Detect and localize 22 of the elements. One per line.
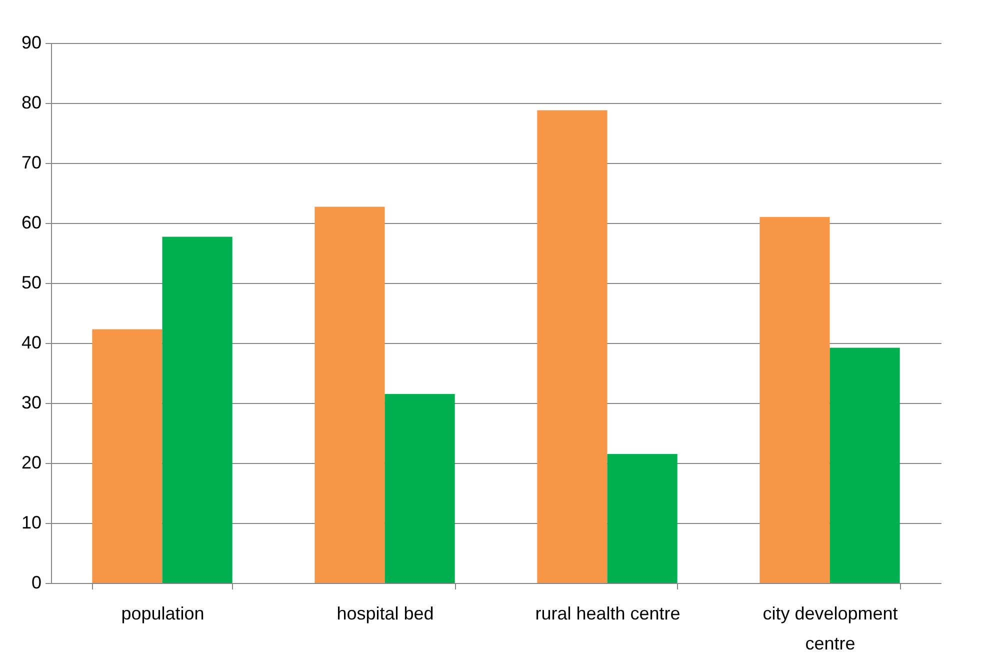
y-tick-label: 60	[21, 212, 42, 232]
x-tick-label: city development centre	[762, 604, 898, 654]
bar	[537, 110, 608, 583]
bar	[830, 348, 900, 583]
y-tick-label: 90	[21, 32, 42, 52]
y-tick-label: 10	[21, 512, 42, 532]
bar	[92, 329, 162, 583]
bar	[607, 454, 678, 583]
x-tick-label: hospital bed	[336, 604, 434, 624]
bar	[314, 206, 385, 583]
x-tick-label: rural health centre	[535, 604, 680, 624]
x-tick-label: population	[121, 604, 204, 624]
bar	[162, 236, 232, 583]
y-tick-label: 50	[21, 272, 42, 292]
y-tick-label: 40	[21, 332, 42, 352]
y-tick-label: 0	[31, 572, 42, 592]
y-tick-label: 70	[21, 152, 42, 172]
y-tick-label: 30	[21, 392, 42, 412]
y-tick-label: 80	[21, 92, 42, 112]
y-tick-label: 20	[21, 452, 42, 472]
bar	[760, 217, 830, 583]
bar	[384, 394, 455, 583]
